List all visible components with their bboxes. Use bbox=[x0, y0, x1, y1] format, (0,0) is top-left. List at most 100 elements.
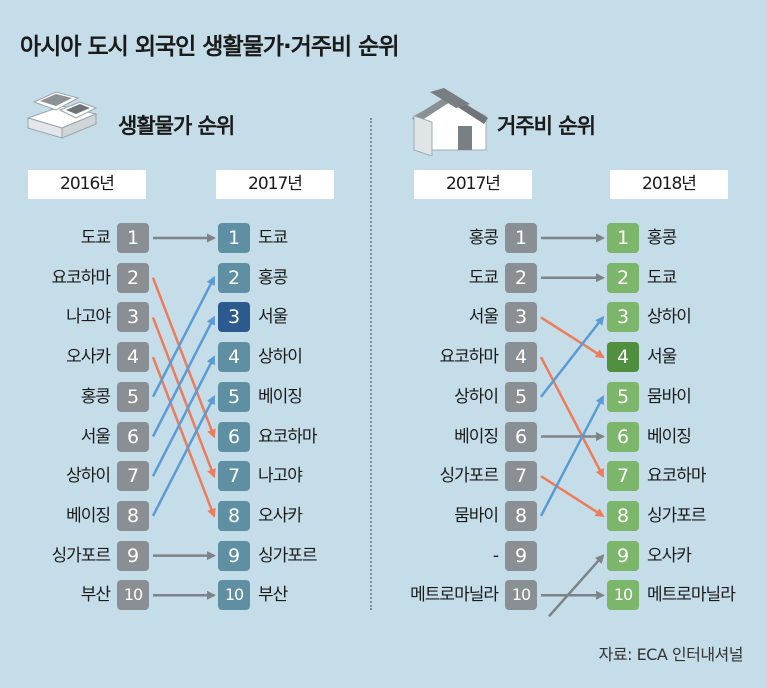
left-to-city-label: 베이징 bbox=[258, 386, 303, 407]
left-to-city-label: 나고야 bbox=[258, 466, 303, 487]
left-from-rank-badge: 1 bbox=[117, 223, 149, 253]
left-to-city-label: 싱가포르 bbox=[258, 545, 318, 566]
right-to-rank-badge: 1 bbox=[607, 223, 639, 253]
right-to-rank-badge: 2 bbox=[607, 262, 639, 293]
right-to-rank-badge: 10 bbox=[607, 580, 639, 611]
left-to-rank-badge: 4 bbox=[218, 342, 250, 373]
left-to-rank-badge: 5 bbox=[218, 381, 250, 412]
right-to-city-label: 베이징 bbox=[647, 426, 692, 447]
left-rank-change-arrow bbox=[151, 395, 216, 517]
right-to-rank-badge: 5 bbox=[607, 381, 639, 412]
left-from-city-label: 베이징 bbox=[66, 505, 111, 526]
source-note: 자료: ECA 인터내셔널 bbox=[598, 645, 744, 664]
right-to-rank-badge: 4 bbox=[607, 342, 639, 373]
right-rank-change-arrow bbox=[539, 395, 605, 517]
right-from-city-label: 뭄바이 bbox=[454, 505, 499, 526]
left-year-to: 2017년 bbox=[216, 170, 334, 199]
right-to-rank-badge: 7 bbox=[607, 461, 639, 492]
left-year-from: 2016년 bbox=[28, 170, 146, 199]
left-from-city-label: 도쿄 bbox=[80, 228, 111, 248]
page-title: 아시아 도시 외국인 생활물가·거주비 순위 bbox=[20, 34, 399, 60]
right-rank-change-arrow bbox=[540, 315, 605, 398]
left-from-city-label: 서울 bbox=[80, 426, 111, 447]
left-to-city-label: 홍콩 bbox=[258, 267, 288, 288]
right-from-city-label: 도쿄 bbox=[468, 267, 499, 288]
right-to-city-label: 요코하마 bbox=[647, 466, 707, 487]
housing-cost-heading: 거주비 순위 bbox=[497, 114, 596, 138]
living-cost-heading: 생활물가 순위 bbox=[118, 114, 235, 138]
right-rank-change-arrow bbox=[540, 475, 605, 517]
left-to-city-label: 도쿄 bbox=[258, 228, 288, 248]
left-to-rank-badge: 1 bbox=[218, 223, 250, 253]
left-to-city-label: 요코하마 bbox=[258, 426, 318, 447]
right-from-rank-badge: 9 bbox=[505, 540, 537, 571]
right-from-city-label: 홍콩 bbox=[468, 228, 499, 248]
left-from-city-label: 싱가포르 bbox=[51, 545, 111, 566]
left-to-rank-badge: 7 bbox=[218, 461, 250, 492]
right-year-from: 2017년 bbox=[414, 170, 532, 199]
left-rank-change-arrow bbox=[151, 356, 216, 518]
right-to-city-label: 서울 bbox=[647, 347, 677, 368]
right-from-rank-badge: 1 bbox=[505, 223, 537, 253]
left-from-rank-badge: 6 bbox=[117, 421, 149, 452]
right-from-rank-badge: 4 bbox=[505, 342, 537, 373]
right-to-city-label: 상하이 bbox=[647, 307, 692, 328]
right-to-rank-badge: 9 bbox=[607, 540, 639, 571]
left-to-city-label: 서울 bbox=[258, 307, 288, 328]
right-to-city-label: 뭄바이 bbox=[647, 386, 692, 407]
left-from-rank-badge: 4 bbox=[117, 342, 149, 373]
right-to-rank-badge: 6 bbox=[607, 421, 639, 452]
right-from-city-label: - bbox=[492, 545, 499, 566]
right-from-rank-badge: 10 bbox=[505, 580, 537, 611]
left-to-city-label: 상하이 bbox=[258, 347, 303, 368]
left-from-rank-badge: 3 bbox=[117, 302, 149, 333]
right-year-to: 2018년 bbox=[610, 170, 728, 199]
right-to-city-label: 홍콩 bbox=[647, 228, 677, 248]
left-from-rank-badge: 7 bbox=[117, 461, 149, 492]
left-from-rank-badge: 5 bbox=[117, 381, 149, 412]
right-from-rank-badge: 3 bbox=[505, 302, 537, 333]
right-rank-change-arrow bbox=[539, 356, 605, 478]
right-from-city-label: 메트로마닐라 bbox=[410, 585, 499, 606]
right-from-rank-badge: 7 bbox=[505, 461, 537, 492]
left-from-city-label: 요코하마 bbox=[51, 267, 111, 288]
right-new-entry-arrow bbox=[548, 554, 605, 618]
money-stack-icon bbox=[26, 91, 98, 139]
right-from-rank-badge: 8 bbox=[505, 500, 537, 531]
left-rank-change-arrow bbox=[151, 275, 216, 398]
left-from-city-label: 홍콩 bbox=[80, 386, 111, 407]
right-to-rank-badge: 3 bbox=[607, 302, 639, 333]
left-to-city-label: 오사카 bbox=[258, 505, 303, 526]
left-to-rank-badge: 10 bbox=[218, 580, 250, 611]
left-to-rank-badge: 8 bbox=[218, 500, 250, 531]
left-rank-change-arrow bbox=[151, 355, 216, 477]
right-to-rank-badge: 8 bbox=[607, 500, 639, 531]
right-from-rank-badge: 2 bbox=[505, 262, 537, 293]
right-from-city-label: 상하이 bbox=[454, 386, 499, 407]
left-to-rank-badge: 9 bbox=[218, 540, 250, 571]
right-from-city-label: 베이징 bbox=[454, 426, 499, 447]
right-from-rank-badge: 6 bbox=[505, 421, 537, 452]
right-to-city-label: 메트로마닐라 bbox=[647, 585, 736, 606]
right-from-city-label: 서울 bbox=[468, 307, 499, 328]
left-from-city-label: 오사카 bbox=[66, 347, 111, 368]
left-from-rank-badge: 10 bbox=[117, 580, 149, 611]
right-rank-change-arrow bbox=[540, 316, 605, 359]
left-to-rank-badge: 3 bbox=[218, 302, 250, 333]
left-to-rank-badge: 6 bbox=[218, 421, 250, 452]
house-icon bbox=[412, 88, 488, 156]
right-from-city-label: 싱가포르 bbox=[439, 466, 499, 487]
left-from-city-label: 상하이 bbox=[66, 466, 111, 487]
left-from-city-label: 부산 bbox=[80, 585, 111, 606]
right-to-city-label: 싱가포르 bbox=[647, 505, 707, 526]
left-from-city-label: 나고야 bbox=[66, 307, 111, 328]
right-from-city-label: 요코하마 bbox=[439, 347, 499, 368]
left-from-rank-badge: 9 bbox=[117, 540, 149, 571]
right-from-rank-badge: 5 bbox=[505, 381, 537, 412]
left-rank-change-arrow bbox=[151, 277, 216, 439]
section-divider bbox=[370, 118, 372, 610]
left-from-rank-badge: 2 bbox=[117, 262, 149, 293]
left-rank-change-arrow bbox=[151, 315, 216, 438]
left-to-city-label: 부산 bbox=[258, 585, 288, 606]
